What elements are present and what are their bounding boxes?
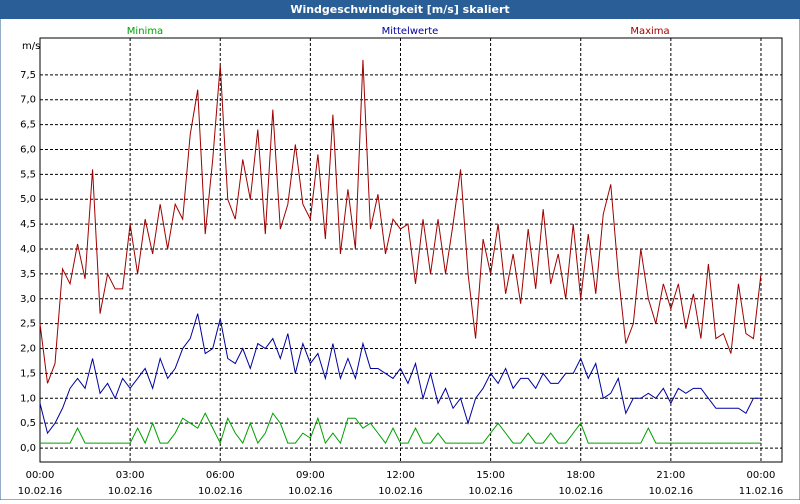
legend-entry: Minima bbox=[127, 26, 163, 37]
y-tick-label: 7,0 bbox=[20, 95, 36, 106]
y-tick-label: 6,5 bbox=[20, 120, 36, 131]
series-line bbox=[39, 313, 761, 435]
y-tick-label: 3,5 bbox=[20, 269, 36, 280]
y-tick-label: 4,0 bbox=[20, 244, 36, 255]
y-tick-label: 7,5 bbox=[20, 70, 36, 81]
chart-title: Windgeschwindigkeit [m/s] skaliert bbox=[290, 3, 509, 16]
x-tick-label: 18:00 bbox=[566, 470, 595, 481]
title-bar bbox=[0, 0, 800, 19]
y-tick-label: 6,0 bbox=[20, 144, 36, 155]
legend-entry: Mittelwerte bbox=[382, 26, 439, 37]
x-tick-label: 21:00 bbox=[656, 470, 685, 481]
y-tick-label: 5,0 bbox=[20, 194, 36, 205]
legend-entry: Maxima bbox=[630, 26, 669, 37]
x-tick-label: 09:00 bbox=[296, 470, 325, 481]
series-line bbox=[39, 59, 762, 384]
x-tick-date: 10.02.16 bbox=[649, 486, 694, 497]
y-tick-label: 0,0 bbox=[20, 443, 36, 454]
x-tick-date: 11.02.16 bbox=[739, 486, 784, 497]
x-tick-date: 10.02.16 bbox=[558, 486, 603, 497]
series-line bbox=[40, 412, 761, 445]
y-tick-label: 2,0 bbox=[20, 344, 36, 355]
x-tick-label: 03:00 bbox=[116, 470, 145, 481]
y-tick-label: 1,5 bbox=[20, 368, 36, 379]
x-tick-date: 10.02.16 bbox=[198, 486, 243, 497]
x-tick-label: 06:00 bbox=[206, 470, 235, 481]
x-tick-date: 10.02.16 bbox=[108, 486, 153, 497]
x-tick-date: 10.02.16 bbox=[468, 486, 513, 497]
y-tick-label: 2,5 bbox=[20, 319, 36, 330]
x-tick-label: 00:00 bbox=[26, 470, 55, 481]
y-tick-label: 5,5 bbox=[20, 169, 36, 180]
y-tick-label: 0,5 bbox=[20, 418, 36, 429]
x-tick-label: 12:00 bbox=[386, 470, 415, 481]
y-axis-label: m/s bbox=[22, 41, 40, 52]
y-tick-label: 1,0 bbox=[20, 393, 36, 404]
x-tick-label: 00:00 bbox=[747, 470, 776, 481]
x-tick-label: 15:00 bbox=[476, 470, 505, 481]
x-tick-date: 10.02.16 bbox=[18, 486, 63, 497]
y-tick-label: 4,5 bbox=[20, 219, 36, 230]
x-tick-date: 10.02.16 bbox=[288, 486, 333, 497]
x-tick-date: 10.02.16 bbox=[378, 486, 423, 497]
y-tick-label: 3,0 bbox=[20, 294, 36, 305]
